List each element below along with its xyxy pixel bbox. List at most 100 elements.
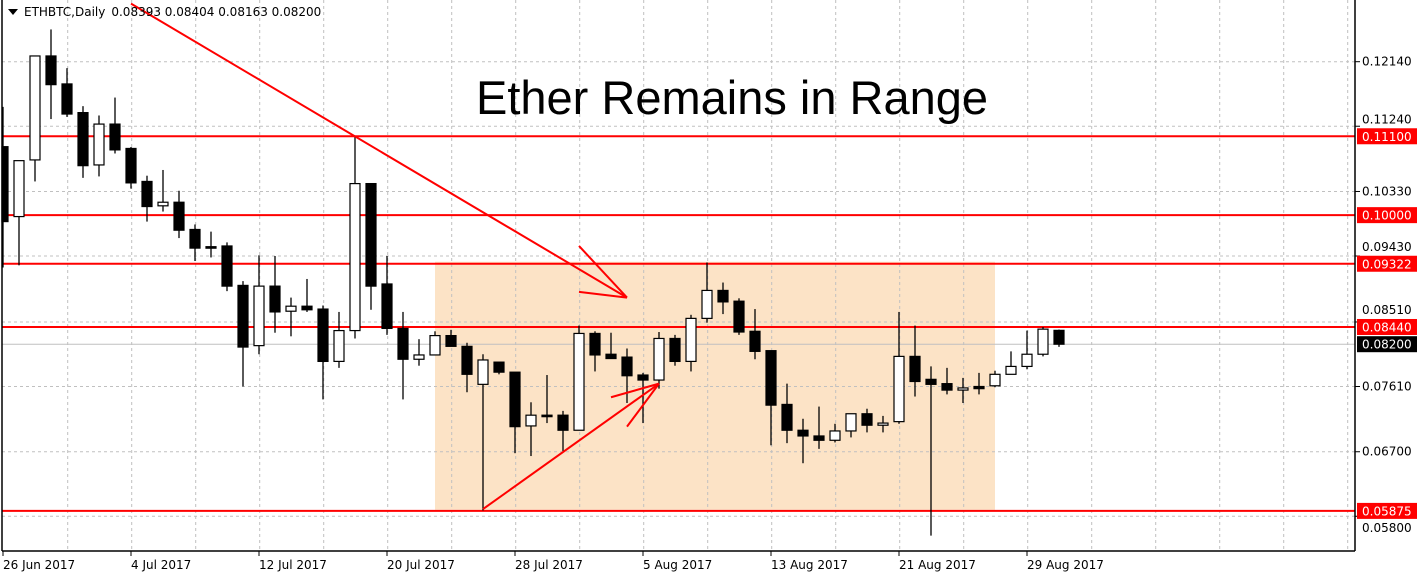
candle-bear [45, 55, 57, 86]
level-label: 0.05875 [1362, 504, 1412, 518]
x-tick-label: 5 Aug 2017 [643, 558, 712, 572]
candle-bear [781, 403, 793, 431]
candle-bear [189, 228, 201, 249]
candle-bull [349, 182, 361, 332]
current-price-label: 0.08200 [1362, 338, 1412, 352]
y-tick-label: 0.09430 [1362, 240, 1412, 254]
chart-header: ETHBTC,Daily 0.08393 0.08404 0.08163 0.0… [8, 5, 321, 19]
candle-bear [941, 383, 953, 391]
trend-line [578, 245, 628, 299]
x-tick-label: 29 Aug 2017 [1027, 558, 1104, 572]
candle-bear [221, 245, 233, 287]
y-tick-label: 0.11240 [1362, 112, 1412, 126]
candle-bear [589, 332, 601, 356]
candle-bull [829, 430, 841, 441]
candle-bear [1, 146, 9, 223]
candle-bear [317, 308, 329, 363]
y-tick-label: 0.10330 [1362, 184, 1412, 198]
candle-bear [813, 435, 825, 441]
candle-bear [557, 414, 569, 431]
ohlc-readout: 0.08393 0.08404 0.08163 0.08200 [111, 5, 322, 19]
candle-bear [237, 284, 249, 348]
candle-bear [925, 378, 937, 385]
candle-bull [525, 414, 537, 427]
level-badge [1357, 255, 1417, 272]
candle-bull [1005, 365, 1017, 375]
level-badge [1357, 502, 1417, 519]
candle-bear [125, 147, 137, 184]
candle-bear [669, 337, 681, 363]
candle-bear [973, 385, 985, 390]
x-tick-label: 12 Jul 2017 [259, 558, 327, 572]
candle-bear [541, 414, 553, 418]
candle-bear [765, 350, 777, 406]
candle-bear [77, 112, 89, 167]
trend-line [610, 382, 660, 399]
candle-bull [1021, 353, 1033, 368]
y-tick-label: 0.06700 [1362, 445, 1412, 459]
candle-bear [1053, 329, 1065, 345]
candle-bull [413, 354, 425, 360]
trend-line [578, 290, 628, 299]
x-tick-label: 26 Jun 2017 [3, 558, 75, 572]
candle-bull [157, 201, 169, 207]
candle-bear [509, 371, 521, 428]
trend-line [130, 2, 628, 299]
level-badge [1357, 207, 1417, 224]
candle-bull [93, 123, 105, 166]
candle-bear [445, 334, 457, 347]
y-tick-label: 0.05800 [1362, 521, 1412, 535]
level-label: 0.11100 [1362, 130, 1412, 144]
candle-bull [285, 305, 297, 312]
candle-bear [397, 327, 409, 360]
x-tick-label: 13 Aug 2017 [771, 558, 848, 572]
candle-bull [893, 355, 905, 423]
candle-bull [845, 413, 857, 432]
x-tick-label: 20 Jul 2017 [387, 558, 455, 572]
candle-bull [653, 337, 665, 381]
candle-bear [797, 429, 809, 437]
candle-bull [29, 55, 41, 161]
level-badge [1357, 318, 1417, 335]
candle-bull [701, 289, 713, 319]
candle-bear [749, 330, 761, 352]
candle-bull [253, 285, 265, 347]
candle-bear [909, 355, 921, 383]
candle-bear [301, 305, 313, 311]
y-tick-label: 0.07610 [1362, 380, 1412, 394]
candle-bear [381, 283, 393, 330]
trend-line [626, 383, 660, 428]
y-tick-label: 0.08510 [1362, 303, 1412, 317]
level-label: 0.10000 [1362, 209, 1412, 223]
candle-bear [205, 246, 217, 249]
candle-bull [13, 160, 25, 218]
candle-bull [573, 332, 585, 431]
candle-bear [269, 285, 281, 313]
candle-bull [477, 359, 489, 385]
symbol-timeframe: ETHBTC,Daily [24, 5, 106, 19]
candle-bull [957, 387, 969, 391]
candle-bull [1037, 328, 1049, 355]
candle-bear [109, 123, 121, 151]
candle-bull [877, 422, 889, 426]
candle-bear [733, 300, 745, 333]
level-label: 0.08440 [1362, 320, 1412, 334]
candle-bull [989, 373, 1001, 387]
x-tick-label: 4 Jul 2017 [131, 558, 191, 572]
x-tick-label: 28 Jul 2017 [515, 558, 583, 572]
candle-bear [637, 374, 649, 381]
y-tick-label: 0.12140 [1362, 55, 1412, 69]
candle-bear [141, 180, 153, 208]
current-price-badge [1357, 336, 1417, 353]
candle-bull [333, 329, 345, 363]
candle-bull [685, 317, 697, 363]
candle-bear [461, 345, 473, 375]
dropdown-triangle-icon[interactable] [8, 9, 18, 15]
candle-bear [173, 201, 185, 231]
x-tick-label: 21 Aug 2017 [899, 558, 976, 572]
candle-bear [621, 356, 633, 377]
candle-bear [61, 83, 73, 115]
candle-bear [365, 182, 377, 287]
candle-bear [605, 353, 617, 360]
candle-bear [493, 361, 505, 373]
